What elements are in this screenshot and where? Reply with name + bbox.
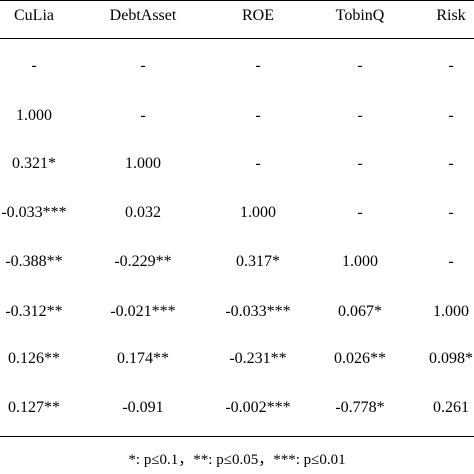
table-cell: - xyxy=(357,107,363,124)
table-cell: 1.000 xyxy=(125,155,161,172)
table-top-rule xyxy=(0,0,474,1)
significance-footnote: *: p≤0.1，**: p≤0.05，***: p≤0.01 xyxy=(128,452,346,468)
table-cell: - xyxy=(448,253,454,270)
table-cell: -0.091 xyxy=(122,399,164,416)
column-header-risk: Risk xyxy=(436,7,466,24)
table-cell: - xyxy=(357,57,363,74)
table-cell: - xyxy=(31,57,37,74)
table-cell: 0.174** xyxy=(117,350,169,367)
table-cell: 0.317* xyxy=(236,253,280,270)
table-bottom-rule xyxy=(0,436,474,437)
table-cell: 1.000 xyxy=(16,107,52,124)
table-cell: - xyxy=(255,107,261,124)
table-cell: 0.098* xyxy=(429,350,473,367)
table-cell: 1.000 xyxy=(342,253,378,270)
table-cell: -0.231** xyxy=(229,350,287,367)
table-cell: - xyxy=(448,204,454,221)
table-cell: -0.388** xyxy=(5,253,63,270)
table-cell: - xyxy=(255,155,261,172)
column-header-debtasset: DebtAsset xyxy=(109,7,177,24)
table-cell: -0.033*** xyxy=(1,204,67,221)
table-cell: - xyxy=(448,155,454,172)
table-cell: 0.026** xyxy=(334,350,386,367)
table-cell: - xyxy=(357,155,363,172)
table-cell: -0.033*** xyxy=(225,303,291,320)
table-cell: 0.321* xyxy=(12,155,56,172)
header-rule xyxy=(0,38,474,39)
table-cell: - xyxy=(448,57,454,74)
table-cell: -0.778* xyxy=(335,399,385,416)
table-cell: -0.021*** xyxy=(110,303,176,320)
table-cell: -0.312** xyxy=(5,303,63,320)
table-cell: - xyxy=(140,57,146,74)
table-cell: 1.000 xyxy=(240,204,276,221)
table-cell: 0.127** xyxy=(8,399,60,416)
table-cell: 0.126** xyxy=(8,350,60,367)
table-cell: 0.067* xyxy=(338,303,382,320)
table-cell: - xyxy=(140,107,146,124)
table-cell: -0.002*** xyxy=(225,399,291,416)
table-cell: 1.000 xyxy=(433,303,469,320)
column-header-culia: CuLia xyxy=(14,7,54,24)
table-cell: 0.032 xyxy=(125,204,161,221)
table-cell: - xyxy=(255,57,261,74)
column-header-tobinq: TobinQ xyxy=(335,7,385,24)
table-cell: - xyxy=(357,204,363,221)
table-cell: -0.229** xyxy=(114,253,172,270)
table-cell: - xyxy=(448,107,454,124)
column-header-roe: ROE xyxy=(242,7,274,24)
table-cell: 0.261 xyxy=(433,399,469,416)
